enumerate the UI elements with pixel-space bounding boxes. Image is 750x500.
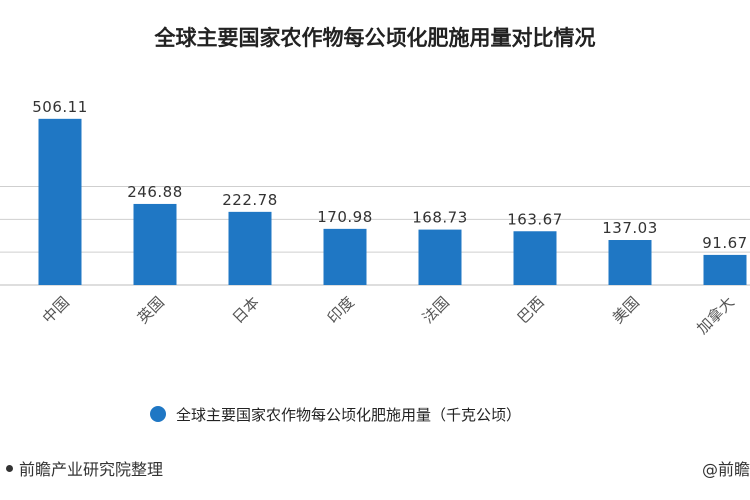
source-text: 前瞻产业研究院整理	[19, 460, 164, 479]
bar-7	[608, 240, 652, 285]
category-label-5: 法国	[419, 293, 453, 327]
bar-5	[418, 229, 462, 285]
category-label-1: 中国	[39, 293, 73, 327]
value-label-5: 168.73	[412, 209, 468, 227]
bar-6	[513, 231, 557, 285]
bar-3	[228, 211, 272, 285]
category-label-3: 日本	[229, 293, 263, 327]
value-label-2: 246.88	[127, 183, 183, 201]
value-label-7: 137.03	[602, 219, 658, 237]
chart-title: 全球主要国家农作物每公顷化肥施用量对比情况	[154, 26, 596, 50]
legend: 全球主要国家农作物每公顷化肥施用量（千克公顷）	[150, 402, 521, 426]
bullet-icon	[6, 464, 13, 472]
legend-swatch	[150, 406, 166, 422]
value-labels: 506.11 246.88 222.78 170.98 168.73 163.67 137.…	[32, 98, 747, 252]
category-labels: 中国 英国 日本 印度 法国 巴西 美国 加拿大	[39, 293, 738, 338]
value-label-6: 163.67	[507, 210, 563, 228]
value-label-1: 506.11	[32, 98, 88, 116]
corner-credit: @前瞻	[702, 460, 750, 479]
legend-label: 全球主要国家农作物每公顷化肥施用量（千克公顷）	[176, 405, 522, 424]
bars	[38, 118, 747, 286]
value-label-8: 91.67	[702, 234, 747, 252]
bar-1	[38, 118, 82, 286]
category-label-6: 巴西	[514, 293, 548, 327]
category-label-2: 英国	[134, 293, 168, 327]
source-note: 前瞻产业研究院整理	[6, 456, 163, 480]
category-label-7: 美国	[609, 293, 643, 327]
category-label-4: 印度	[324, 293, 358, 327]
value-label-4: 170.98	[317, 208, 373, 226]
bar-8	[703, 254, 747, 285]
bar-4	[323, 228, 367, 285]
category-label-8: 加拿大	[693, 293, 738, 338]
value-label-3: 222.78	[222, 191, 278, 209]
bar-2	[133, 203, 177, 285]
